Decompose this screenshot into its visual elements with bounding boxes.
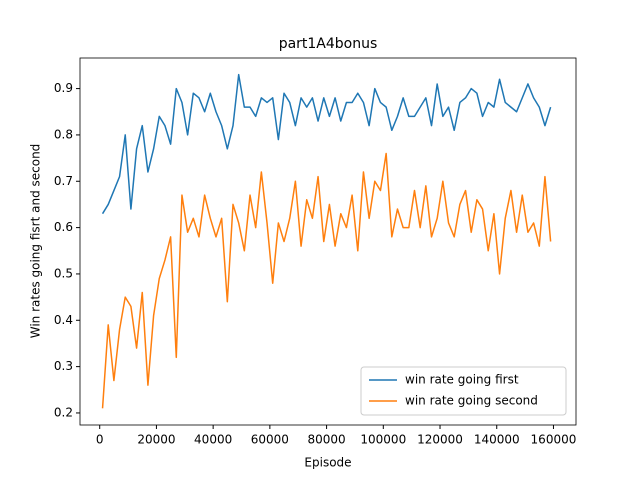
x-tick-label: 80000 [307, 433, 345, 447]
y-tick-label: 0.5 [54, 266, 73, 280]
x-tick-label: 140000 [474, 433, 520, 447]
x-axis-label: Episode [304, 456, 351, 470]
x-tick-label: 20000 [137, 433, 175, 447]
plot-frame [79, 57, 577, 426]
series-line [101, 73, 552, 215]
y-tick-label: 0.6 [54, 220, 73, 234]
chart-title: part1A4bonus [279, 36, 378, 52]
y-tick-label: 0.9 [54, 81, 73, 95]
legend-box [360, 366, 567, 416]
y-axis-label: Win rates going fisrt and second [29, 144, 43, 339]
y-tick-label: 0.2 [54, 405, 73, 419]
series-line [101, 152, 552, 409]
legend-label: win rate going second [405, 394, 538, 408]
x-tick-label: 160000 [531, 433, 577, 447]
x-tick-label: 120000 [417, 433, 463, 447]
y-tick-label: 0.8 [54, 127, 73, 141]
x-tick-label: 60000 [251, 433, 289, 447]
x-tick-label: 100000 [360, 433, 406, 447]
y-tick-label: 0.3 [54, 359, 73, 373]
y-tick-label: 0.4 [54, 313, 73, 327]
x-tick-label: 40000 [194, 433, 232, 447]
x-tick-label: 0 [96, 433, 104, 447]
y-tick-label: 0.7 [54, 174, 73, 188]
legend-label: win rate going first [405, 373, 519, 387]
